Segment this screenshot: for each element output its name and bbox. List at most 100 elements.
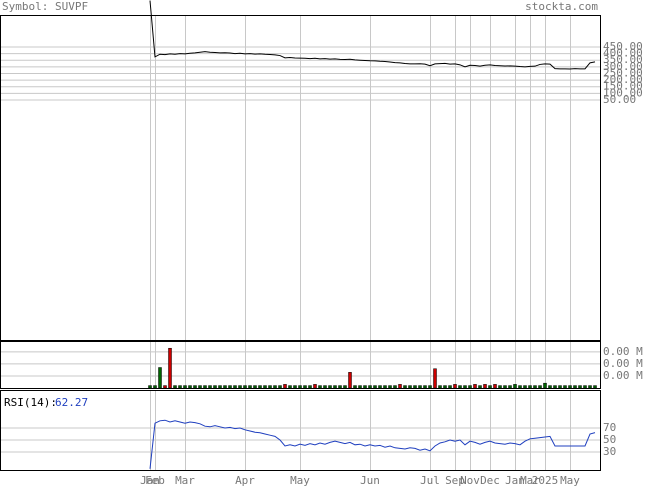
rsi-line (149, 419, 596, 469)
volume-bar (243, 385, 247, 389)
volume-bar (518, 385, 522, 389)
y-tick-label: 350.00 (603, 53, 643, 66)
volume-bar (428, 385, 432, 389)
volume-bar (583, 385, 587, 389)
volume-bar (178, 385, 182, 389)
volume-bar (393, 385, 397, 389)
volume-bar (378, 385, 382, 389)
volume-bar (258, 385, 262, 389)
volume-bar (268, 385, 272, 389)
volume-bar (538, 385, 542, 389)
rsi-panel (0, 390, 601, 471)
x-tick-label: Nov (460, 474, 480, 486)
y-tick-label: 400.00 (603, 47, 643, 60)
volume-bar (523, 385, 527, 389)
y-tick-label: 300.00 (603, 60, 643, 73)
volume-bar (353, 385, 357, 389)
y-tick-label: 100.00 (603, 86, 643, 99)
volume-bar (308, 385, 312, 389)
volume-bar (188, 385, 192, 389)
volume-bar (373, 385, 377, 389)
volume-bar (508, 385, 512, 389)
volume-bar (453, 384, 457, 389)
y-tick-label: 70 (603, 421, 616, 434)
volume-bar (548, 385, 552, 389)
volume-bar (553, 385, 557, 389)
volume-bar (563, 385, 567, 389)
volume-bar (458, 385, 462, 389)
volume-bar (203, 385, 207, 389)
volume-bar (413, 385, 417, 389)
volume-bar (478, 385, 482, 389)
volume-bar (593, 385, 597, 389)
volume-bar (298, 385, 302, 389)
volume-bar (473, 384, 477, 389)
rsi-label: RSI(14): (4, 396, 57, 409)
volume-bar (338, 385, 342, 389)
volume-bar (273, 385, 277, 389)
volume-bar (543, 382, 547, 389)
volume-bar (293, 385, 297, 389)
volume-bar (463, 385, 467, 389)
x-tick-label: Mar (175, 474, 195, 486)
x-tick-label: May (290, 474, 310, 486)
volume-bar (263, 385, 267, 389)
volume-bar (343, 385, 347, 389)
volume-bar (493, 384, 497, 389)
y-tick-label: 0.00 M (603, 345, 643, 358)
volume-bar (558, 385, 562, 389)
volume-bar (208, 385, 212, 389)
volume-bar (363, 385, 367, 389)
y-tick-label: 250.00 (603, 66, 643, 79)
site: stockta.com (525, 0, 598, 13)
y-tick-label: 30 (603, 445, 616, 458)
volume-bar (213, 385, 217, 389)
volume-bar (383, 385, 387, 389)
volume-bar (223, 385, 227, 389)
x-tick-label: Jun (360, 474, 380, 486)
volume-bar (218, 385, 222, 389)
volume-bar (503, 385, 507, 389)
volume-bar (468, 385, 472, 389)
x-tick-label: Jan (140, 474, 160, 486)
x-tick-label: Sep (445, 474, 465, 486)
volume-bar (318, 385, 322, 389)
x-tick-label: Dec (480, 474, 500, 486)
volume-bar (398, 384, 402, 389)
volume-bar (408, 385, 412, 389)
y-tick-label: 50 (603, 433, 616, 446)
volume-bar (303, 385, 307, 389)
volume-bar (368, 385, 372, 389)
volume-bar (533, 385, 537, 389)
volume-bar (328, 385, 332, 389)
volume-bar (438, 385, 442, 389)
volume-bar (488, 385, 492, 389)
volume-bar (228, 385, 232, 389)
volume-bar (148, 385, 152, 389)
volume-bar (198, 385, 202, 389)
volume-bar (288, 385, 292, 389)
volume-bar (253, 385, 257, 389)
volume-bar (433, 368, 437, 389)
y-tick-label: 150.00 (603, 80, 643, 93)
y-tick-label: 450.00 (603, 40, 643, 53)
y-tick-label: 0.00 M (603, 357, 643, 370)
x-tick-label: May (560, 474, 580, 486)
symbol: Symbol: SUVPF (2, 0, 88, 13)
volume-bar (448, 385, 452, 389)
volume-bar (163, 385, 167, 389)
volume-bar (348, 372, 352, 389)
x-tick-label: Jul (420, 474, 440, 486)
volume-bar (403, 385, 407, 389)
volume-bar (248, 385, 252, 389)
volume-bar (158, 367, 162, 389)
volume-bar (573, 385, 577, 389)
volume-bar (333, 385, 337, 389)
volume-bar (588, 385, 592, 389)
x-tick-label: Mar (520, 474, 540, 486)
volume-panel (0, 341, 601, 389)
volume-bar (443, 385, 447, 389)
volume-bar (278, 385, 282, 389)
volume-bar (388, 385, 392, 389)
